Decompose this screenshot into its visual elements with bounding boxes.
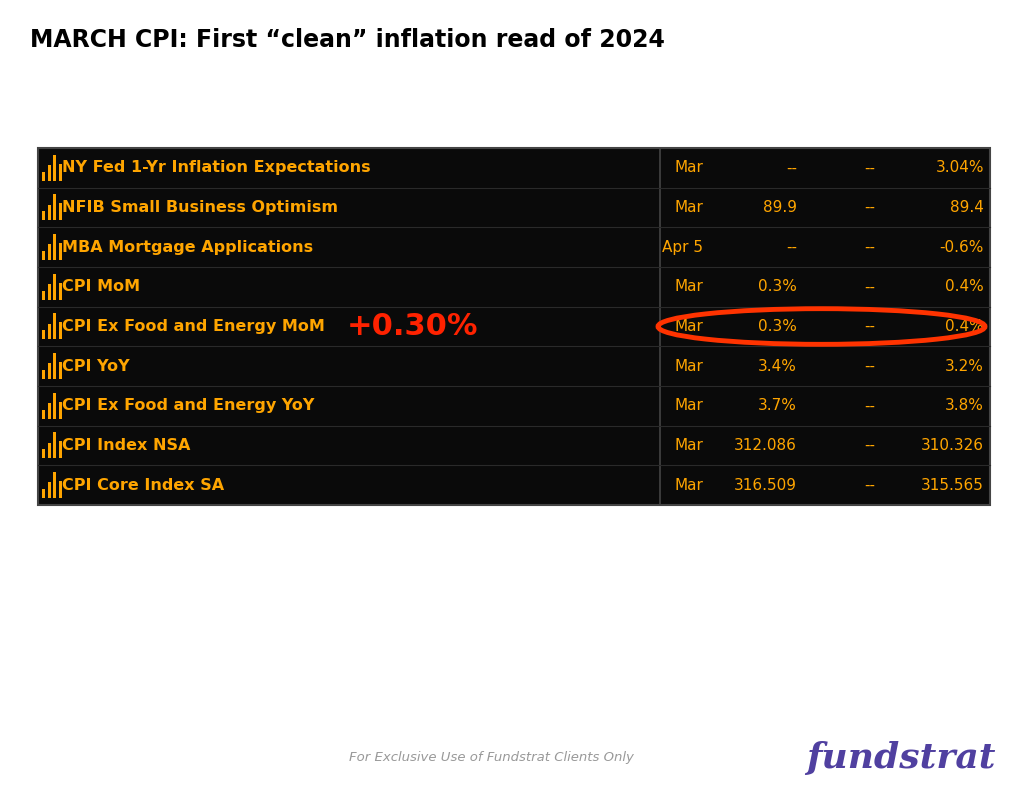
Bar [42, 449, 45, 458]
Text: 3.4%: 3.4% [758, 359, 797, 374]
Text: Mar: Mar [674, 160, 703, 175]
Bar [48, 204, 51, 221]
Bar [48, 403, 51, 419]
Bar [59, 441, 62, 458]
Bar [42, 171, 45, 180]
Text: MBA Mortgage Applications: MBA Mortgage Applications [62, 240, 313, 254]
Text: CPI Ex Food and Energy YoY: CPI Ex Food and Energy YoY [62, 398, 314, 413]
Text: NY Fed 1-Yr Inflation Expectations: NY Fed 1-Yr Inflation Expectations [62, 160, 371, 175]
Text: --: -- [864, 319, 874, 334]
Bar [53, 393, 56, 419]
Bar [48, 324, 51, 339]
Text: --: -- [864, 477, 874, 493]
Text: CPI Core Index SA: CPI Core Index SA [62, 477, 224, 493]
Text: 315.565: 315.565 [922, 477, 984, 493]
Bar [53, 353, 56, 379]
Text: Mar: Mar [674, 398, 703, 413]
Text: 316.509: 316.509 [734, 477, 797, 493]
Bar [42, 489, 45, 497]
Text: Mar: Mar [674, 359, 703, 374]
Text: 312.086: 312.086 [734, 438, 797, 453]
Bar [59, 323, 62, 339]
Text: Mar: Mar [674, 319, 703, 334]
Bar [59, 204, 62, 221]
Text: --: -- [864, 398, 874, 413]
Text: 3.7%: 3.7% [758, 398, 797, 413]
Bar [42, 251, 45, 260]
Text: Apr 5: Apr 5 [662, 240, 703, 254]
Bar [48, 363, 51, 379]
Text: --: -- [786, 160, 797, 175]
Bar [48, 165, 51, 180]
Bar [59, 402, 62, 419]
Text: 89.4: 89.4 [950, 200, 984, 215]
Text: --: -- [864, 279, 874, 295]
Bar [59, 481, 62, 497]
Text: +0.30%: +0.30% [346, 312, 478, 341]
Bar [42, 410, 45, 419]
Text: 0.4%: 0.4% [945, 279, 984, 295]
Text: fundstrat: fundstrat [806, 741, 996, 775]
Text: 3.04%: 3.04% [936, 160, 984, 175]
Text: --: -- [864, 240, 874, 254]
Text: 3.8%: 3.8% [945, 398, 984, 413]
Text: 3.2%: 3.2% [945, 359, 984, 374]
Bar [53, 472, 56, 497]
Text: -0.6%: -0.6% [940, 240, 984, 254]
Text: Mar: Mar [674, 477, 703, 493]
Text: Mar: Mar [674, 438, 703, 453]
Bar [53, 195, 56, 221]
Text: MARCH CPI: First “clean” inflation read of 2024: MARCH CPI: First “clean” inflation read … [30, 28, 665, 52]
Text: --: -- [864, 200, 874, 215]
Text: Mar: Mar [674, 279, 703, 295]
Bar [53, 432, 56, 458]
Bar [53, 274, 56, 299]
Bar [48, 245, 51, 260]
Text: CPI MoM: CPI MoM [62, 279, 140, 295]
Text: CPI YoY: CPI YoY [62, 359, 130, 374]
Text: --: -- [864, 359, 874, 374]
Text: CPI Ex Food and Energy MoM: CPI Ex Food and Energy MoM [62, 319, 325, 334]
Bar [59, 283, 62, 299]
Text: --: -- [786, 240, 797, 254]
Text: NFIB Small Business Optimism: NFIB Small Business Optimism [62, 200, 338, 215]
Text: CPI Index NSA: CPI Index NSA [62, 438, 190, 453]
Text: 0.4%: 0.4% [945, 319, 984, 334]
Bar [42, 291, 45, 299]
Bar [59, 362, 62, 379]
FancyBboxPatch shape [38, 148, 990, 505]
Bar [42, 330, 45, 339]
Bar [48, 482, 51, 497]
Bar [53, 234, 56, 260]
Text: --: -- [864, 438, 874, 453]
Text: 310.326: 310.326 [921, 438, 984, 453]
Text: 89.9: 89.9 [763, 200, 797, 215]
Bar [42, 211, 45, 221]
Text: 0.3%: 0.3% [758, 279, 797, 295]
Text: 0.3%: 0.3% [758, 319, 797, 334]
Bar [59, 243, 62, 260]
Bar [48, 443, 51, 458]
Bar [53, 155, 56, 180]
Bar [59, 163, 62, 180]
Text: For Exclusive Use of Fundstrat Clients Only: For Exclusive Use of Fundstrat Clients O… [349, 752, 634, 765]
Bar [48, 284, 51, 299]
Bar [42, 369, 45, 379]
Text: Mar: Mar [674, 200, 703, 215]
Text: --: -- [864, 160, 874, 175]
Bar [53, 313, 56, 339]
